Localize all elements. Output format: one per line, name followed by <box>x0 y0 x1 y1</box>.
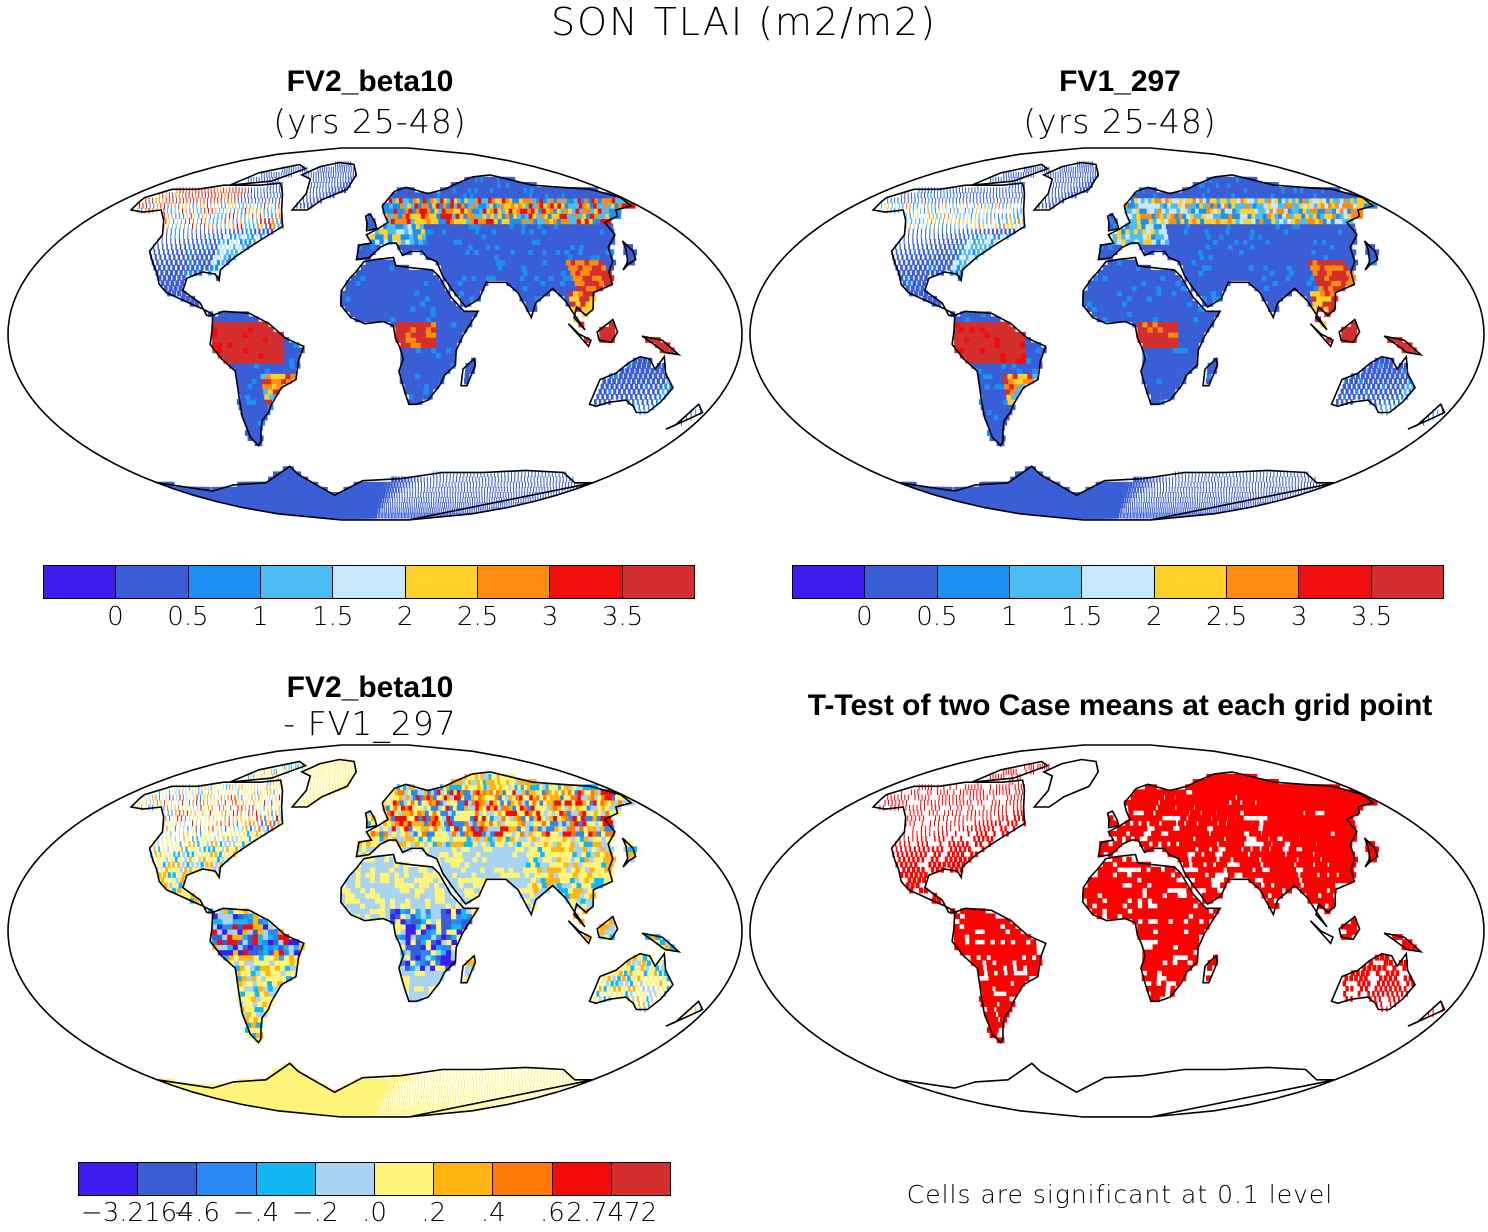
colorbar-tick-label: 1 <box>252 602 269 632</box>
colorbar-swatch <box>1371 566 1443 598</box>
panel-fv2-title: FV2_beta10 <box>286 65 454 98</box>
colorbar-swatch <box>552 1163 612 1195</box>
colorbar-swatch <box>550 566 623 598</box>
figure-title: SON TLAI (m2/m2) <box>551 0 937 44</box>
colorbar-tick-label: 2.5 <box>1205 602 1248 632</box>
colorbar-swatch <box>1226 566 1300 598</box>
map-panel-fv2 <box>7 147 743 521</box>
colorbar-tlai-left <box>43 565 695 599</box>
colorbar-tlai-left-ticks: 0 0.5 1 1.5 2 2.5 3 3.5 <box>43 602 695 636</box>
colorbar-tick-label: −3.2164 <box>80 1198 194 1228</box>
colorbar-swatch <box>937 566 1010 598</box>
colorbar-swatch <box>315 1163 376 1195</box>
colorbar-tick-label: 0 <box>107 602 124 632</box>
colorbar-diff-ticks: −3.2164 −.6 −.4 −.2 .0 .2 .4 .6 2.7472 <box>78 1198 671 1232</box>
colorbar-diff <box>78 1162 671 1196</box>
colorbar-tick-label: −.6 <box>173 1198 220 1228</box>
colorbar-swatch <box>138 1163 198 1195</box>
map-panel-ttest <box>749 744 1485 1118</box>
colorbar-swatch <box>44 566 117 598</box>
colorbar-swatch <box>493 1163 553 1195</box>
colorbar-tick-label: .4 <box>480 1198 506 1228</box>
colorbar-swatch <box>197 1163 257 1195</box>
colorbar-tick-label: 3.5 <box>1350 602 1393 632</box>
colorbar-swatch <box>256 1163 316 1195</box>
map-panel-diff <box>7 744 743 1118</box>
map-border <box>749 147 1485 521</box>
map-grid-cells <box>879 763 1443 1044</box>
colorbar-tlai-right <box>792 565 1444 599</box>
colorbar-tick-label: 3 <box>1290 602 1308 632</box>
coastlines <box>871 758 1446 1117</box>
colorbar-swatch <box>622 566 694 598</box>
panel-diff-subtitle: - FV1_297 <box>283 704 457 743</box>
panel-fv1-subtitle: (yrs 25-48) <box>1023 102 1217 141</box>
map-border <box>749 744 1485 1118</box>
colorbar-swatch <box>188 566 261 598</box>
map-border <box>7 744 743 1118</box>
colorbar-swatch <box>865 566 938 598</box>
panel-diff-title: FV2_beta10 <box>286 671 454 704</box>
map-grid-cells <box>137 161 701 519</box>
colorbar-tick-label: 3 <box>541 602 559 632</box>
colorbar-tick-label: 0.5 <box>916 602 958 632</box>
panel-ttest-title: T-Test of two Case means at each grid po… <box>807 689 1433 722</box>
coastlines <box>871 161 1446 520</box>
colorbar-swatch <box>477 566 551 598</box>
colorbar-swatch <box>405 566 478 598</box>
colorbar-tick-label: 2 <box>396 602 414 632</box>
colorbar-tick-label: −.4 <box>232 1198 280 1228</box>
colorbar-tick-label: 1.5 <box>312 602 354 632</box>
colorbar-swatch <box>260 566 334 598</box>
colorbar-tick-label: 0 <box>856 602 873 632</box>
colorbar-swatch <box>1299 566 1372 598</box>
colorbar-swatch <box>116 566 189 598</box>
colorbar-swatch <box>1082 566 1155 598</box>
map-panel-fv1 <box>749 147 1485 521</box>
colorbar-tick-label: 1.5 <box>1061 602 1103 632</box>
panel-fv2-subtitle: (yrs 25-48) <box>273 102 467 141</box>
panel-fv1-title: FV1_297 <box>1059 65 1181 98</box>
coastlines <box>129 161 704 520</box>
map-border <box>7 147 743 521</box>
coastlines <box>129 758 704 1117</box>
colorbar-tick-label: 0.5 <box>167 602 209 632</box>
colorbar-tick-label: .6 <box>539 1198 565 1228</box>
colorbar-tick-label: 3.5 <box>601 602 644 632</box>
colorbar-swatch <box>1154 566 1227 598</box>
colorbar-tlai-right-ticks: 0 0.5 1 1.5 2 2.5 3 3.5 <box>792 602 1444 636</box>
colorbar-swatch <box>79 1163 139 1195</box>
colorbar-swatch <box>375 1163 435 1195</box>
colorbar-tick-label: .0 <box>362 1198 387 1228</box>
colorbar-swatch <box>333 566 406 598</box>
colorbar-tick-label: 1 <box>1001 602 1018 632</box>
colorbar-swatch <box>434 1163 494 1195</box>
colorbar-swatch <box>793 566 866 598</box>
colorbar-tick-label: −.2 <box>291 1198 339 1228</box>
colorbar-swatch <box>611 1163 671 1195</box>
colorbar-tick-label: 2 <box>1145 602 1163 632</box>
colorbar-tick-label: 2.5 <box>456 602 499 632</box>
map-grid-cells <box>879 161 1443 519</box>
colorbar-tick-label: .2 <box>421 1198 447 1228</box>
ttest-note: Cells are significant at 0.1 level <box>906 1180 1334 1209</box>
colorbar-swatch <box>1009 566 1083 598</box>
colorbar-tick-label: 2.7472 <box>566 1198 658 1228</box>
